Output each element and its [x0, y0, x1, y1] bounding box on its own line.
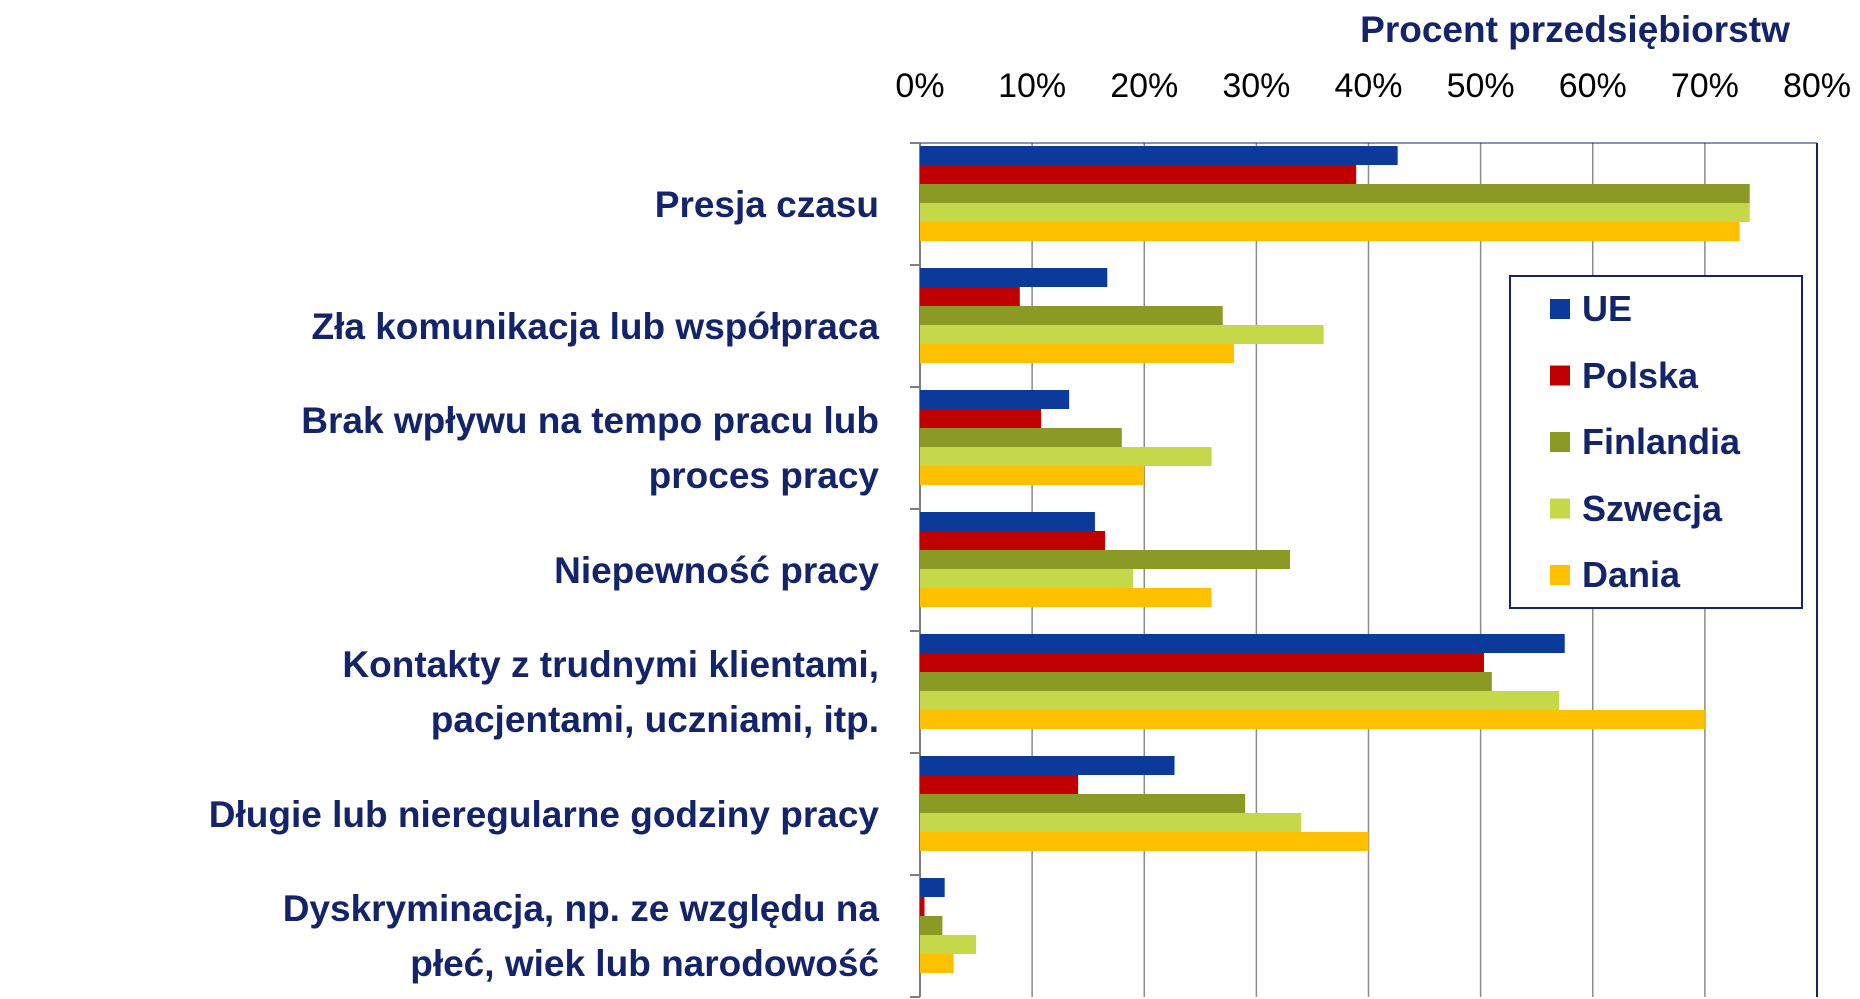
legend-swatch [1550, 432, 1570, 452]
bar [920, 954, 954, 973]
legend-label: Dania [1582, 554, 1681, 595]
y-tick-label: Dyskryminacja, np. ze względu na płeć, w… [282, 888, 879, 984]
x-tick-label: 70% [1670, 67, 1739, 105]
bar [920, 832, 1369, 851]
legend-label: Polska [1582, 354, 1699, 396]
bar [920, 588, 1212, 607]
bar [920, 390, 1070, 409]
bar [920, 634, 1565, 653]
bar [920, 653, 1484, 672]
x-tick-label: 60% [1558, 67, 1627, 105]
y-tick-label: Kontakty z trudnymi klientami, pacjentam… [342, 644, 879, 740]
bar [920, 222, 1740, 241]
bar [920, 268, 1108, 287]
legend-label: Szwecja [1582, 487, 1723, 529]
x-tick-label: 30% [1222, 67, 1291, 105]
bar [920, 306, 1223, 325]
bar [920, 512, 1095, 531]
bar [920, 447, 1212, 466]
bar [920, 466, 1145, 485]
legend-label: Finlandia [1582, 421, 1741, 462]
legend-swatch [1550, 498, 1570, 519]
bar [920, 146, 1398, 165]
y-tick-label: Presja czasu [654, 183, 879, 225]
bar [920, 691, 1560, 710]
bar [920, 775, 1079, 794]
bar [920, 813, 1302, 832]
bar [920, 203, 1750, 222]
bar [920, 184, 1750, 203]
x-tick-label: 10% [998, 67, 1067, 105]
bar [920, 344, 1234, 363]
axis-title: Procent przedsiębiorstw [1360, 9, 1790, 50]
bar [920, 428, 1122, 447]
bar [920, 935, 977, 954]
bar [920, 672, 1492, 691]
x-tick-label: 50% [1446, 67, 1515, 105]
bar [920, 287, 1020, 306]
bar [920, 550, 1291, 569]
bar [920, 916, 943, 935]
bar [920, 710, 1705, 729]
bar [920, 756, 1175, 775]
bar [920, 165, 1357, 184]
bar [920, 569, 1134, 588]
legend-label: UE [1582, 288, 1633, 329]
y-tick-label: Długie lub nieregularne godziny pracy [208, 793, 879, 835]
y-tick-label: Brak wpływu na tempo pracu lub proces pr… [301, 400, 879, 496]
bar [920, 531, 1106, 550]
bar [920, 325, 1324, 344]
legend-swatch [1550, 299, 1570, 319]
y-tick-label: Niepewność pracy [554, 549, 879, 591]
bar [920, 794, 1246, 813]
x-tick-label: 40% [1334, 67, 1403, 105]
x-tick-label: 80% [1782, 67, 1852, 105]
y-tick-label: Zła komunikacja lub współpraca [311, 305, 879, 347]
legend-swatch [1550, 565, 1570, 585]
bar [920, 409, 1042, 428]
x-tick-label: 0% [895, 67, 945, 105]
bar [920, 897, 925, 916]
x-tick-label: 20% [1110, 67, 1179, 105]
legend-swatch [1550, 365, 1570, 386]
bar [920, 878, 945, 897]
